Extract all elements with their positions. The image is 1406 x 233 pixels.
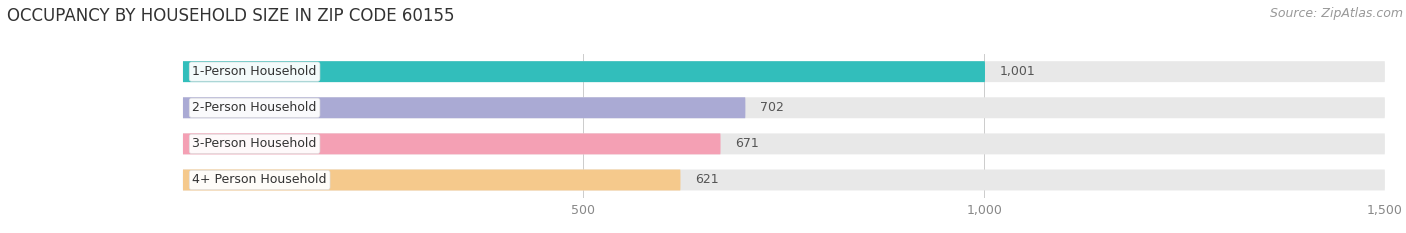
Text: OCCUPANCY BY HOUSEHOLD SIZE IN ZIP CODE 60155: OCCUPANCY BY HOUSEHOLD SIZE IN ZIP CODE … [7,7,454,25]
Text: 2-Person Household: 2-Person Household [193,101,316,114]
Text: 1,001: 1,001 [1000,65,1035,78]
FancyBboxPatch shape [183,134,1385,154]
Text: 671: 671 [735,137,759,150]
Text: 621: 621 [695,174,718,186]
FancyBboxPatch shape [183,97,745,118]
FancyBboxPatch shape [183,134,720,154]
Text: 702: 702 [759,101,783,114]
FancyBboxPatch shape [183,61,1385,82]
FancyBboxPatch shape [183,170,1385,190]
Text: 1-Person Household: 1-Person Household [193,65,316,78]
Text: 4+ Person Household: 4+ Person Household [193,174,328,186]
FancyBboxPatch shape [183,61,986,82]
FancyBboxPatch shape [183,97,1385,118]
Text: Source: ZipAtlas.com: Source: ZipAtlas.com [1270,7,1403,20]
Text: 3-Person Household: 3-Person Household [193,137,316,150]
FancyBboxPatch shape [183,170,681,190]
